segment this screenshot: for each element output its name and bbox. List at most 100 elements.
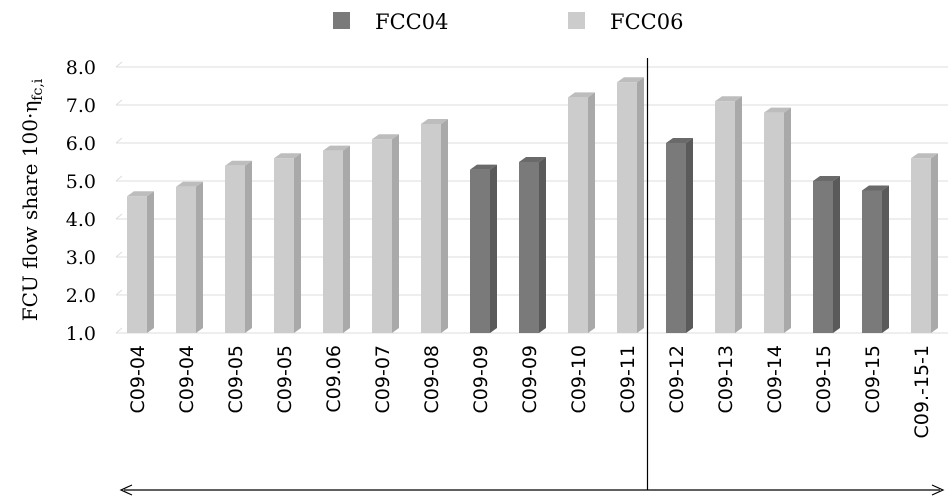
bar-front xyxy=(911,158,931,333)
gridline-depth xyxy=(115,99,123,106)
bar-top xyxy=(274,153,301,159)
bar-front xyxy=(225,165,245,333)
bar-top xyxy=(176,181,203,187)
bar-front xyxy=(274,158,294,333)
x-tick-label: C09.-15-1 xyxy=(911,345,933,438)
bar-top xyxy=(911,153,938,159)
bar-top xyxy=(421,119,448,124)
gridline-depth xyxy=(115,327,123,334)
bar xyxy=(568,92,595,334)
bar xyxy=(274,153,301,333)
bar-top xyxy=(372,134,399,140)
bar-front xyxy=(176,186,196,333)
bar-top xyxy=(666,138,693,143)
bars xyxy=(127,77,938,334)
x-tick-label: C09-10 xyxy=(568,345,590,413)
bar-side xyxy=(784,107,791,333)
bar-front xyxy=(764,112,784,333)
bar-side xyxy=(196,181,203,333)
x-tick-labels: C09-04 C09-04 C09-05 C09-05 C09.06 C09-07 C09-… xyxy=(127,345,933,438)
y-tick-label: 6.0 xyxy=(66,133,96,155)
x-tick-label: C09-05 xyxy=(274,345,296,413)
bar-side xyxy=(294,153,301,333)
bar-top xyxy=(323,145,350,151)
bar-side xyxy=(539,157,546,333)
bar-front xyxy=(323,150,343,333)
bar-top xyxy=(813,176,840,181)
annotations xyxy=(119,58,945,496)
x-tick-label: C09-11 xyxy=(617,345,639,413)
legend: FCC04 FCC06 xyxy=(333,10,683,34)
bar xyxy=(421,119,448,333)
y-tick-label: 2.0 xyxy=(66,285,96,307)
gridline-depth xyxy=(115,289,123,296)
bar xyxy=(764,107,791,333)
x-tick-label: C09-04 xyxy=(127,345,149,413)
bar xyxy=(617,77,644,333)
x-tick-label: C09-05 xyxy=(225,345,247,413)
arrow-head-right xyxy=(931,484,945,496)
x-tick-label: C09-08 xyxy=(421,345,443,413)
y-tick-label: 8.0 xyxy=(66,57,96,79)
x-tick-label: C09-14 xyxy=(764,345,786,413)
bar-side xyxy=(147,191,154,333)
y-axis-label: FCU flow share 100·ηfc,i xyxy=(18,78,46,321)
gridline-depth xyxy=(115,213,123,220)
bar xyxy=(176,181,203,333)
x-tick-label: C09-13 xyxy=(715,345,737,413)
bar xyxy=(715,96,742,333)
bar-top xyxy=(568,92,595,98)
gridline-depth xyxy=(115,61,123,68)
bar-side xyxy=(833,176,840,333)
bar xyxy=(813,176,840,333)
y-tick-label: 7.0 xyxy=(66,95,96,117)
x-tick-label: C09-15 xyxy=(813,345,835,413)
bar-front xyxy=(715,101,735,333)
bar xyxy=(519,157,546,333)
bar-front xyxy=(127,196,147,333)
bar xyxy=(911,153,938,333)
y-tick-label: 5.0 xyxy=(66,171,96,193)
gridline-depth xyxy=(115,251,123,258)
x-tick-label: C09-12 xyxy=(666,345,688,413)
bar-front xyxy=(666,143,686,333)
bar-top xyxy=(617,77,644,83)
bar-front xyxy=(519,162,539,333)
bar-side xyxy=(686,138,693,333)
bar-side xyxy=(343,145,350,333)
bar xyxy=(862,185,889,333)
bar-top xyxy=(715,96,742,102)
bar xyxy=(127,191,154,333)
bar-side xyxy=(245,160,252,333)
y-tick-labels: 1.0 2.0 3.0 4.0 5.0 6.0 7.0 8.0 xyxy=(66,57,96,345)
arrow-head-left xyxy=(119,484,133,496)
x-tick-label: C09.06 xyxy=(323,345,345,413)
bar-side xyxy=(392,134,399,333)
bar-side xyxy=(735,96,742,333)
bar-side xyxy=(931,153,938,333)
bar-side xyxy=(637,77,644,333)
bar-front xyxy=(813,181,833,333)
bar-top xyxy=(470,164,497,170)
bar-front xyxy=(470,169,490,333)
y-tick-label: 1.0 xyxy=(66,323,96,345)
bar-top xyxy=(862,185,889,191)
bar-top xyxy=(764,107,791,113)
x-tick-label: C09-09 xyxy=(519,345,541,413)
bar xyxy=(225,160,252,333)
x-tick-label: C09-04 xyxy=(176,345,198,413)
bar-side xyxy=(490,164,497,333)
bar-front xyxy=(568,97,588,334)
bar-side xyxy=(588,92,595,334)
bar xyxy=(470,164,497,333)
bar-side xyxy=(441,119,448,333)
gridline-depth xyxy=(115,175,123,182)
y-tick-label: 3.0 xyxy=(66,247,96,269)
x-tick-label: C09-09 xyxy=(470,345,492,413)
bar-front xyxy=(421,124,441,333)
legend-swatch xyxy=(568,12,585,29)
x-tick-label: C09-07 xyxy=(372,345,394,413)
bar-front xyxy=(862,190,882,333)
bar xyxy=(666,138,693,333)
